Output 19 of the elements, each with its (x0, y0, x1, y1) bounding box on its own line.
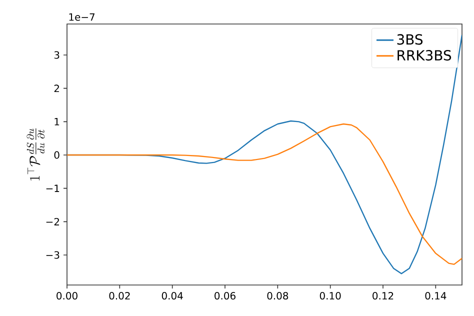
y-tick-label: −2 (46, 218, 59, 226)
x-tick-label: 0.04 (162, 292, 183, 300)
legend-label: 3BS (397, 34, 423, 45)
text: 1e−7 (69, 13, 94, 21)
y-tick-label: 3 (54, 51, 60, 59)
x-tick-label: 0.00 (56, 292, 78, 300)
x-tick-label: 0.02 (109, 292, 130, 300)
y-axis-title: $1^\top \mathcal{P}\frac{dS}{du}\frac{\partial u}{\partial t}$ (26, 128, 45, 180)
x-tick-label: 0.06 (214, 292, 236, 300)
y-tick-label: 1 (54, 118, 60, 126)
y-tick-label: −3 (46, 251, 60, 259)
y-tick-label: 2 (54, 84, 59, 92)
y-tick-label: −1 (46, 184, 60, 192)
x-tick-label: 0.14 (425, 292, 446, 300)
y-tick-label: 0 (54, 151, 60, 159)
legend-label: RRK3BS (398, 50, 452, 61)
x-tick-label: 0.12 (372, 292, 394, 300)
x-tick-label: 0.10 (320, 292, 341, 300)
x-tick-label: 0.08 (267, 292, 288, 300)
